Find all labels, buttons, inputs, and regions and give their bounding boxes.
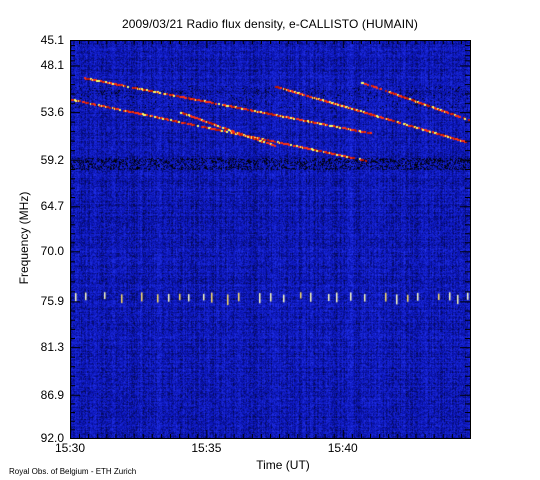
- x-axis-label: Time (UT): [256, 458, 310, 472]
- y-axis-label: Frequency (MHz): [17, 191, 31, 285]
- y-tick-label: 81.3: [40, 340, 64, 355]
- y-tick-label: 53.6: [40, 105, 64, 120]
- y-tick-label: 75.9: [40, 294, 64, 309]
- x-tick-label: 15:35: [191, 441, 222, 455]
- y-tick-label: 64.7: [40, 199, 64, 214]
- y-tick-label: 59.2: [40, 152, 64, 167]
- y-tick-label: 70.0: [40, 244, 64, 259]
- y-tick-label: 86.9: [40, 387, 64, 402]
- y-tick-label: 92.0: [40, 431, 64, 445]
- x-tick-label: 15:40: [327, 441, 358, 455]
- x-tick-label: 15:30: [54, 441, 86, 455]
- chart-title: 2009/03/21 Radio flux density, e-CALLIST…: [121, 17, 419, 31]
- spectrogram-canvas: [70, 40, 470, 438]
- y-tick-label: 48.1: [40, 58, 64, 73]
- y-tick-label: 45.1: [40, 33, 64, 47]
- spectrogram-plot: [70, 40, 470, 438]
- credit-text: Royal Obs. of Belgium - ETH Zurich: [9, 467, 137, 476]
